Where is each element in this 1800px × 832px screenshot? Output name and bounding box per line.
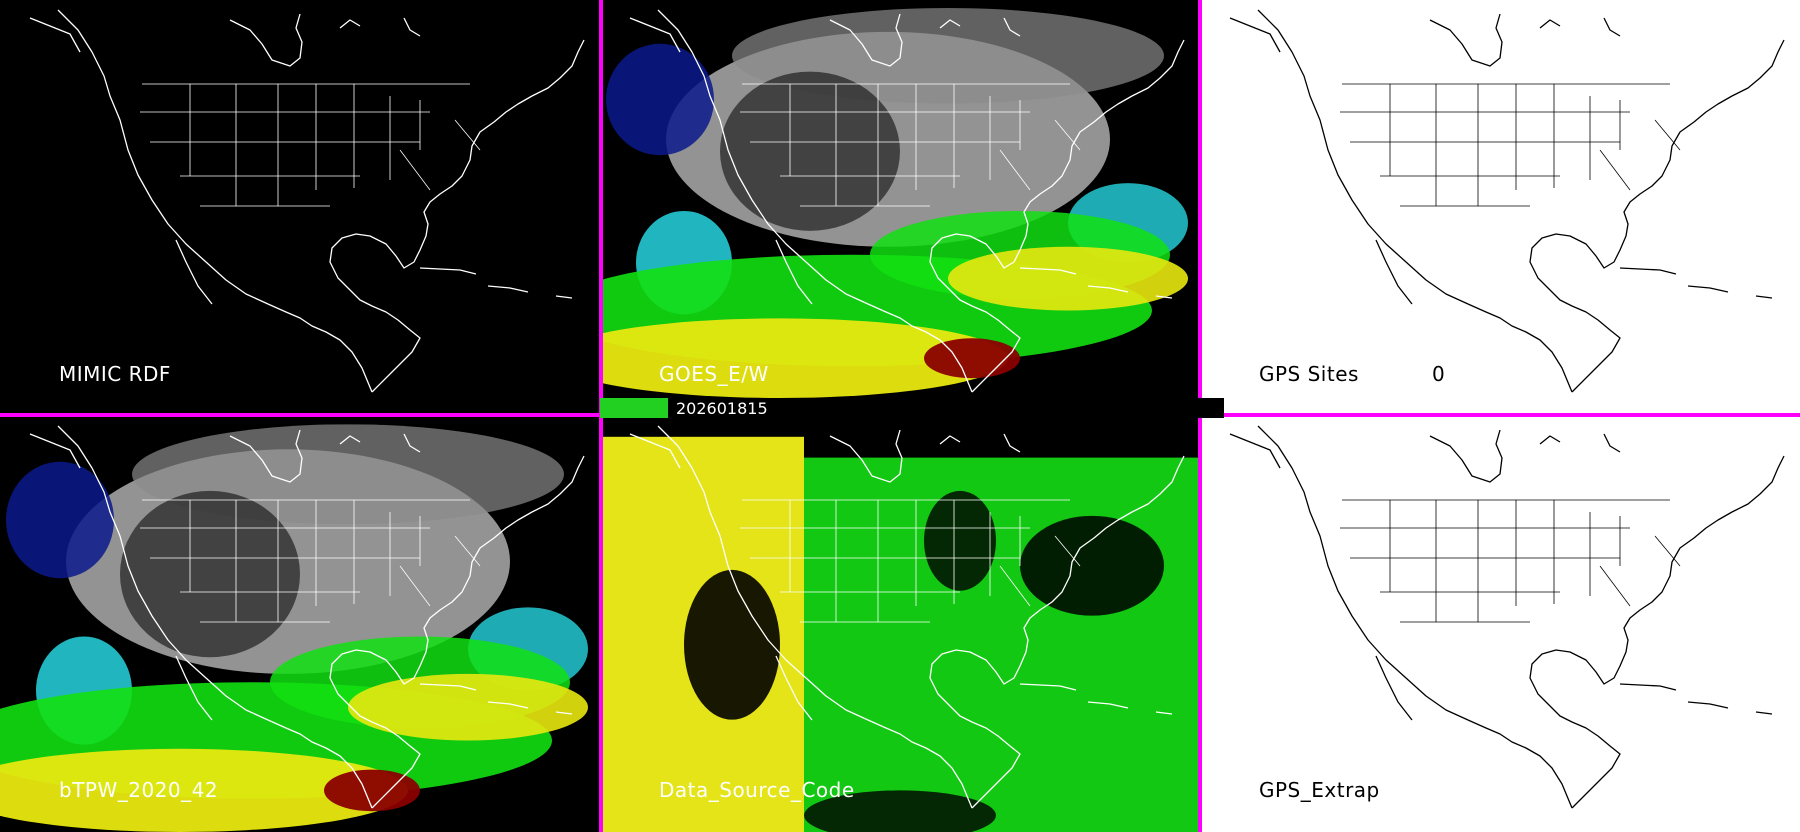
map-canvas (600, 416, 1200, 832)
panel-label: GPS_Extrap (1259, 778, 1380, 802)
panel-label: GPS Sites (1259, 362, 1359, 386)
panel-label: bTPW_2020_42 (59, 778, 219, 802)
map-canvas (1229, 9, 1785, 393)
panel-label: MIMIC RDF (59, 362, 171, 386)
color-swatch (600, 398, 668, 418)
map-canvas (29, 9, 585, 393)
timestamp-bar: 202601815 (600, 398, 1224, 418)
panel-label: Data_Source_Code (659, 778, 855, 802)
panel-goes-ew: GOES_E/W (600, 0, 1200, 398)
panel-data-source-code: Data_Source_Code (600, 416, 1200, 832)
map-canvas (1229, 425, 1785, 809)
panel-gps-extrap: GPS_Extrap (1200, 416, 1800, 832)
gps-site-count: 0 (1432, 362, 1446, 386)
map-canvas (0, 416, 600, 832)
timestamp: 202601815 (676, 399, 768, 418)
panel-label: GOES_E/W (659, 362, 769, 386)
panel-btpw: bTPW_2020_42 (0, 416, 600, 832)
map-canvas (600, 0, 1200, 398)
panel-gps-sites: GPS Sites 0 (1200, 0, 1800, 416)
panel-mimic-rdf: MIMIC RDF (0, 0, 600, 416)
